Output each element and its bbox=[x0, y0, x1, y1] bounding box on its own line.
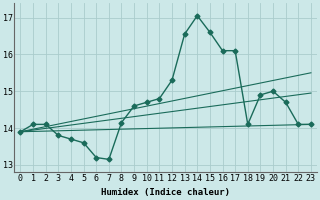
X-axis label: Humidex (Indice chaleur): Humidex (Indice chaleur) bbox=[101, 188, 230, 197]
